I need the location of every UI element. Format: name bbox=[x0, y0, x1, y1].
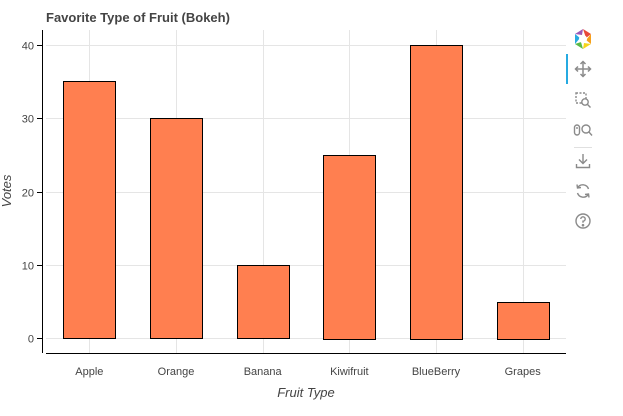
y-axis-label: Votes bbox=[0, 174, 14, 207]
help-tool-button[interactable] bbox=[570, 208, 596, 234]
grid bbox=[46, 30, 566, 353]
box-zoom-icon bbox=[575, 92, 591, 108]
bar-orange bbox=[150, 118, 203, 339]
active-tool-indicator bbox=[566, 54, 568, 84]
bar-apple bbox=[63, 81, 116, 339]
x-tick-label: Grapes bbox=[505, 366, 542, 378]
pan-icon bbox=[574, 60, 592, 78]
bokeh-logo-icon bbox=[575, 29, 591, 49]
chart-title: Favorite Type of Fruit (Bokeh) bbox=[46, 10, 230, 25]
x-tick-label: Kiwifruit bbox=[330, 366, 369, 378]
save-icon bbox=[575, 154, 591, 169]
reset-tool-button[interactable] bbox=[570, 178, 596, 204]
y-tick-label: 40 bbox=[22, 41, 34, 53]
wheel-zoom-tool-button[interactable] bbox=[570, 117, 596, 143]
wheel-zoom-icon bbox=[573, 124, 593, 136]
bars bbox=[63, 45, 550, 340]
y-tick-label: 30 bbox=[22, 114, 34, 126]
bar-blueberry bbox=[410, 45, 463, 340]
x-tick-label: BlueBerry bbox=[412, 366, 461, 378]
toolbar bbox=[566, 26, 600, 246]
y-tick-label: 0 bbox=[28, 334, 34, 346]
bar-grapes bbox=[497, 302, 550, 340]
box-zoom-tool-button[interactable] bbox=[570, 87, 596, 113]
reset-icon bbox=[576, 184, 590, 198]
bar-banana bbox=[237, 265, 290, 339]
x-axis-label: Fruit Type bbox=[277, 385, 335, 400]
x-tick-label: Banana bbox=[244, 366, 283, 378]
pan-tool-button[interactable] bbox=[570, 56, 596, 82]
y-tick-label: 20 bbox=[22, 188, 34, 200]
x-tick-label: Orange bbox=[158, 366, 195, 378]
bokeh-logo-button[interactable] bbox=[570, 26, 596, 52]
bar-kiwifruit bbox=[323, 155, 376, 340]
x-tick-label: Apple bbox=[75, 366, 103, 378]
y-tick-label: 10 bbox=[22, 261, 34, 273]
help-icon bbox=[575, 213, 591, 229]
axes: 0 10 20 30 40 Apple Orange Banana Kiwifruit BlueB… bbox=[22, 30, 566, 378]
toolbar-separator bbox=[574, 147, 592, 148]
save-tool-button[interactable] bbox=[570, 148, 596, 174]
